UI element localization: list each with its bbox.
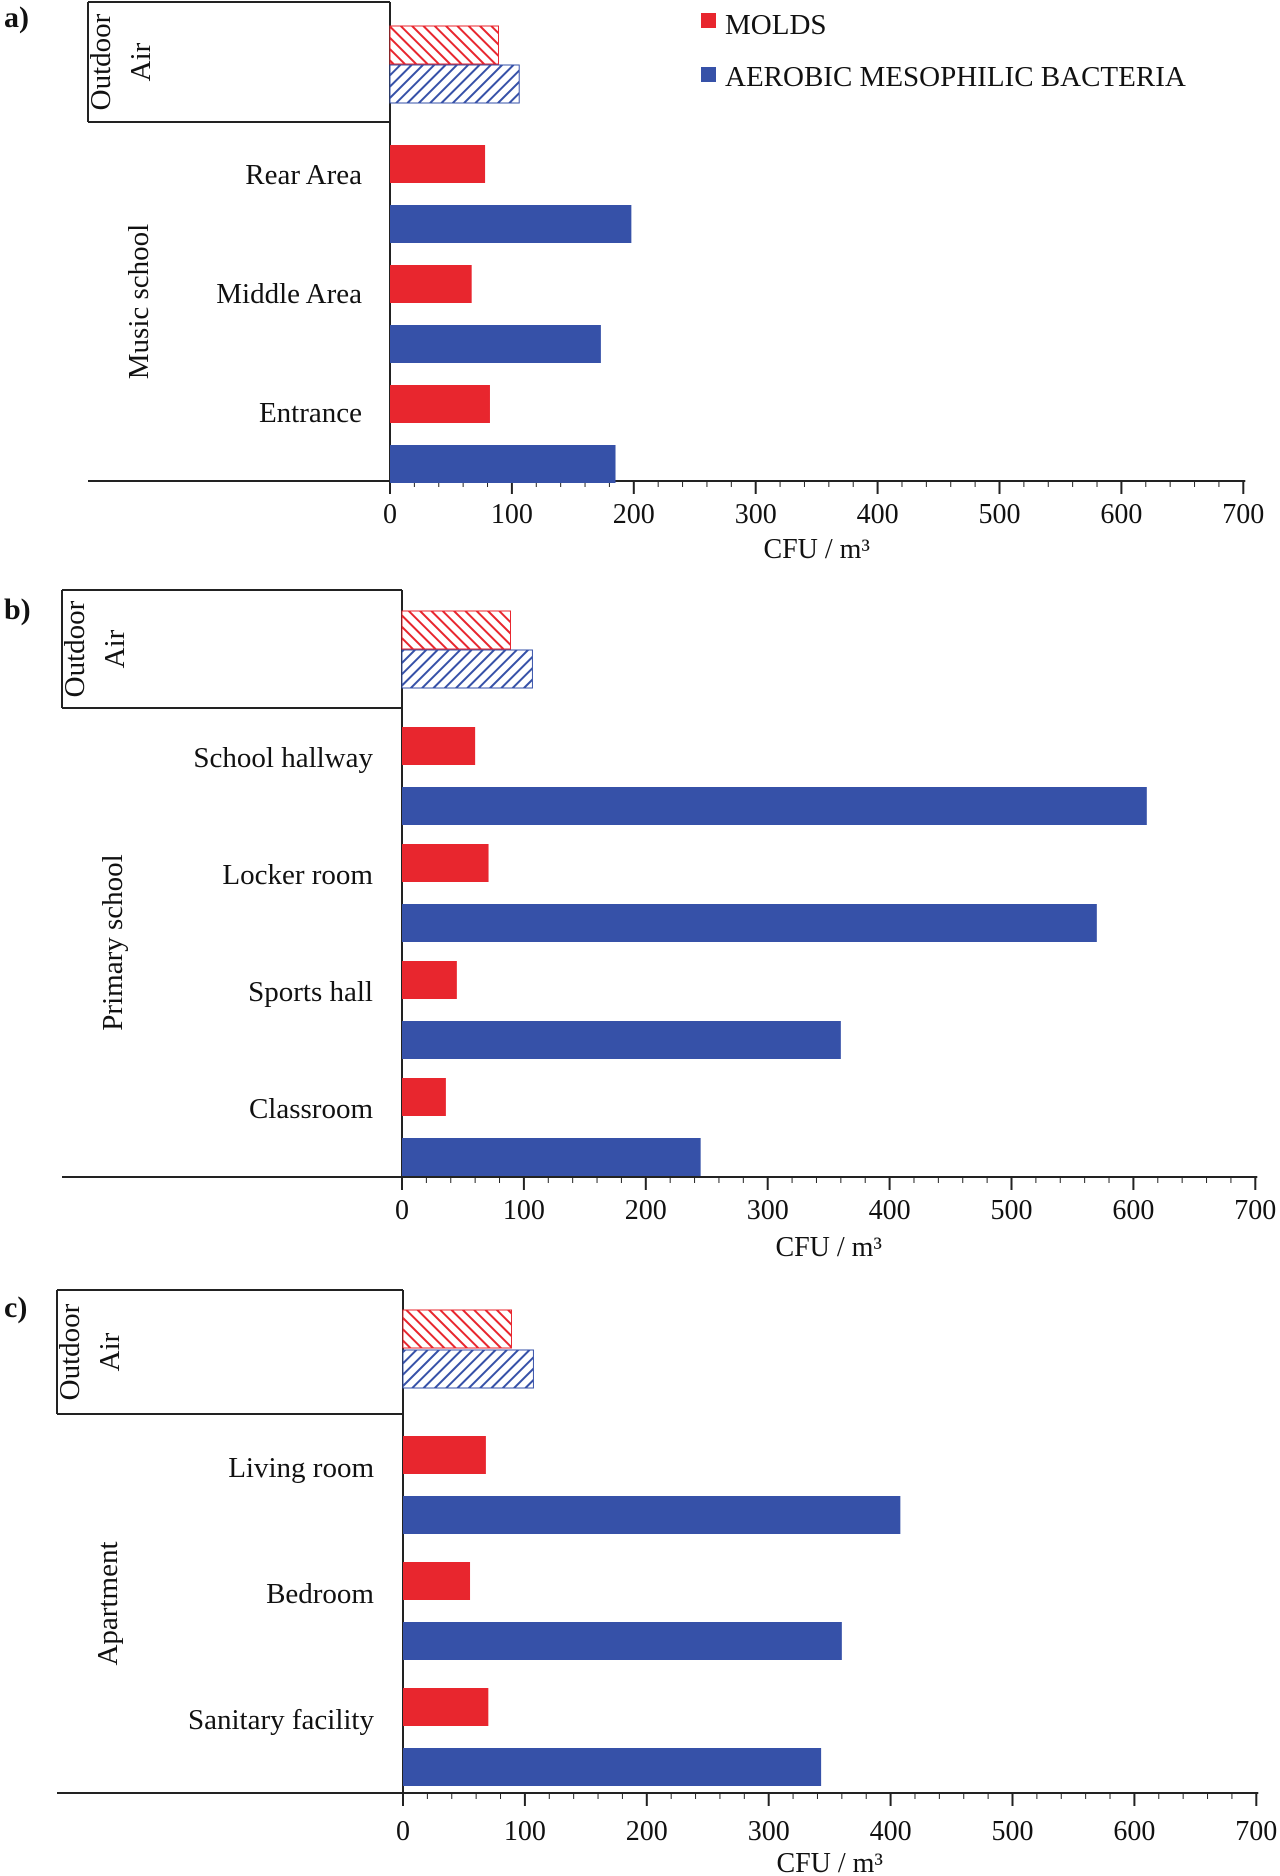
group-label-outdoor-air: Outdoor: [54, 1303, 86, 1400]
bar-molds: [402, 844, 489, 882]
legend-swatch-bacteria: [701, 67, 716, 82]
panel-label: a): [4, 1, 29, 34]
category-label: Entrance: [259, 397, 362, 429]
x-tick-label: 400: [870, 1816, 912, 1847]
x-tick-label: 500: [992, 1816, 1034, 1847]
x-tick-label: 700: [1222, 499, 1264, 530]
category-label: Rear Area: [245, 159, 362, 191]
x-tick-label: 600: [1100, 499, 1142, 530]
bar-molds: [403, 1688, 489, 1726]
bar-molds: [390, 145, 486, 183]
group-label-outdoor-air: Outdoor: [85, 13, 117, 110]
bar-molds: [402, 961, 457, 999]
bar-bacteria: [402, 787, 1147, 825]
bar-bacteria: [403, 1748, 822, 1786]
x-tick-label: 100: [491, 499, 533, 530]
bar-molds: [402, 727, 476, 765]
chart-panel-b: b) 0 100 200 300 400 500 600 700 CFU / m³ Outdoor A…: [4, 589, 1276, 1263]
bar-molds: [403, 1562, 471, 1600]
x-tick-label: 100: [503, 1195, 545, 1226]
group-label-outdoor-air: Air: [94, 1332, 126, 1371]
x-tick-label: 300: [748, 1816, 790, 1847]
bar-bacteria: [403, 1496, 901, 1534]
bar-outdoor-molds: [402, 1309, 512, 1349]
panel-label: c): [4, 1291, 27, 1324]
x-tick-label: 0: [395, 1195, 409, 1226]
category-label: Living room: [228, 1452, 374, 1484]
x-tick-label: 300: [747, 1195, 789, 1226]
bar-bacteria: [402, 1021, 841, 1059]
bar-outdoor-bacteria: [402, 1349, 534, 1389]
x-axis-title: CFU / m³: [776, 1848, 882, 1876]
bar-molds: [390, 385, 490, 423]
group-label-indoor: Music school: [123, 224, 155, 379]
bar-outdoor-molds: [401, 610, 511, 650]
category-label: Classroom: [249, 1093, 374, 1125]
bar-molds: [402, 1078, 446, 1116]
x-tick-label: 600: [1113, 1816, 1155, 1847]
bar-molds: [403, 1436, 486, 1474]
x-tick-label: 200: [625, 1195, 667, 1226]
legend-label-bacteria: AEROBIC MESOPHILIC BACTERIA: [725, 61, 1186, 93]
bar-outdoor-bacteria: [401, 649, 533, 689]
category-label: School hallway: [193, 742, 373, 774]
bar-bacteria: [402, 1138, 701, 1176]
x-tick-label: 500: [979, 499, 1021, 530]
x-tick-label: 700: [1235, 1816, 1277, 1847]
category-label: Sports hall: [248, 976, 373, 1008]
group-label-outdoor-air: Outdoor: [59, 600, 91, 697]
bar-bacteria: [402, 904, 1097, 942]
x-tick-label: 400: [869, 1195, 911, 1226]
group-label-outdoor-air: Air: [125, 42, 157, 81]
x-tick-label: 200: [613, 499, 655, 530]
legend: MOLDS AEROBIC MESOPHILIC BACTERIA: [701, 9, 1186, 93]
category-label: Bedroom: [266, 1578, 374, 1610]
bar-molds: [390, 265, 472, 303]
group-label-indoor: Apartment: [92, 1541, 124, 1665]
x-tick-label: 700: [1234, 1195, 1276, 1226]
x-tick-label: 600: [1112, 1195, 1154, 1226]
bar-bacteria: [403, 1622, 842, 1660]
x-tick-label: 200: [626, 1816, 668, 1847]
x-tick-label: 400: [857, 499, 899, 530]
panel-label: b): [4, 593, 31, 626]
x-tick-label: 0: [383, 499, 397, 530]
group-label-outdoor-air: Air: [99, 629, 131, 668]
x-tick-label: 0: [396, 1816, 410, 1847]
bar-bacteria: [390, 325, 601, 363]
x-tick-label: 100: [504, 1816, 546, 1847]
x-tick-label: 300: [735, 499, 777, 530]
bar-outdoor-bacteria: [389, 64, 520, 104]
category-label: Sanitary facility: [188, 1704, 375, 1736]
category-label: Locker room: [222, 859, 373, 891]
group-label-indoor: Primary school: [97, 854, 129, 1030]
legend-label-molds: MOLDS: [725, 9, 827, 41]
x-axis-title: CFU / m³: [775, 1232, 881, 1263]
bar-bacteria: [390, 445, 616, 483]
bar-outdoor-molds: [389, 25, 499, 65]
bar-bacteria: [390, 205, 632, 243]
x-tick-label: 500: [991, 1195, 1033, 1226]
x-axis-title: CFU / m³: [763, 534, 869, 565]
legend-swatch-molds: [701, 13, 716, 28]
category-label: Middle Area: [216, 278, 362, 310]
